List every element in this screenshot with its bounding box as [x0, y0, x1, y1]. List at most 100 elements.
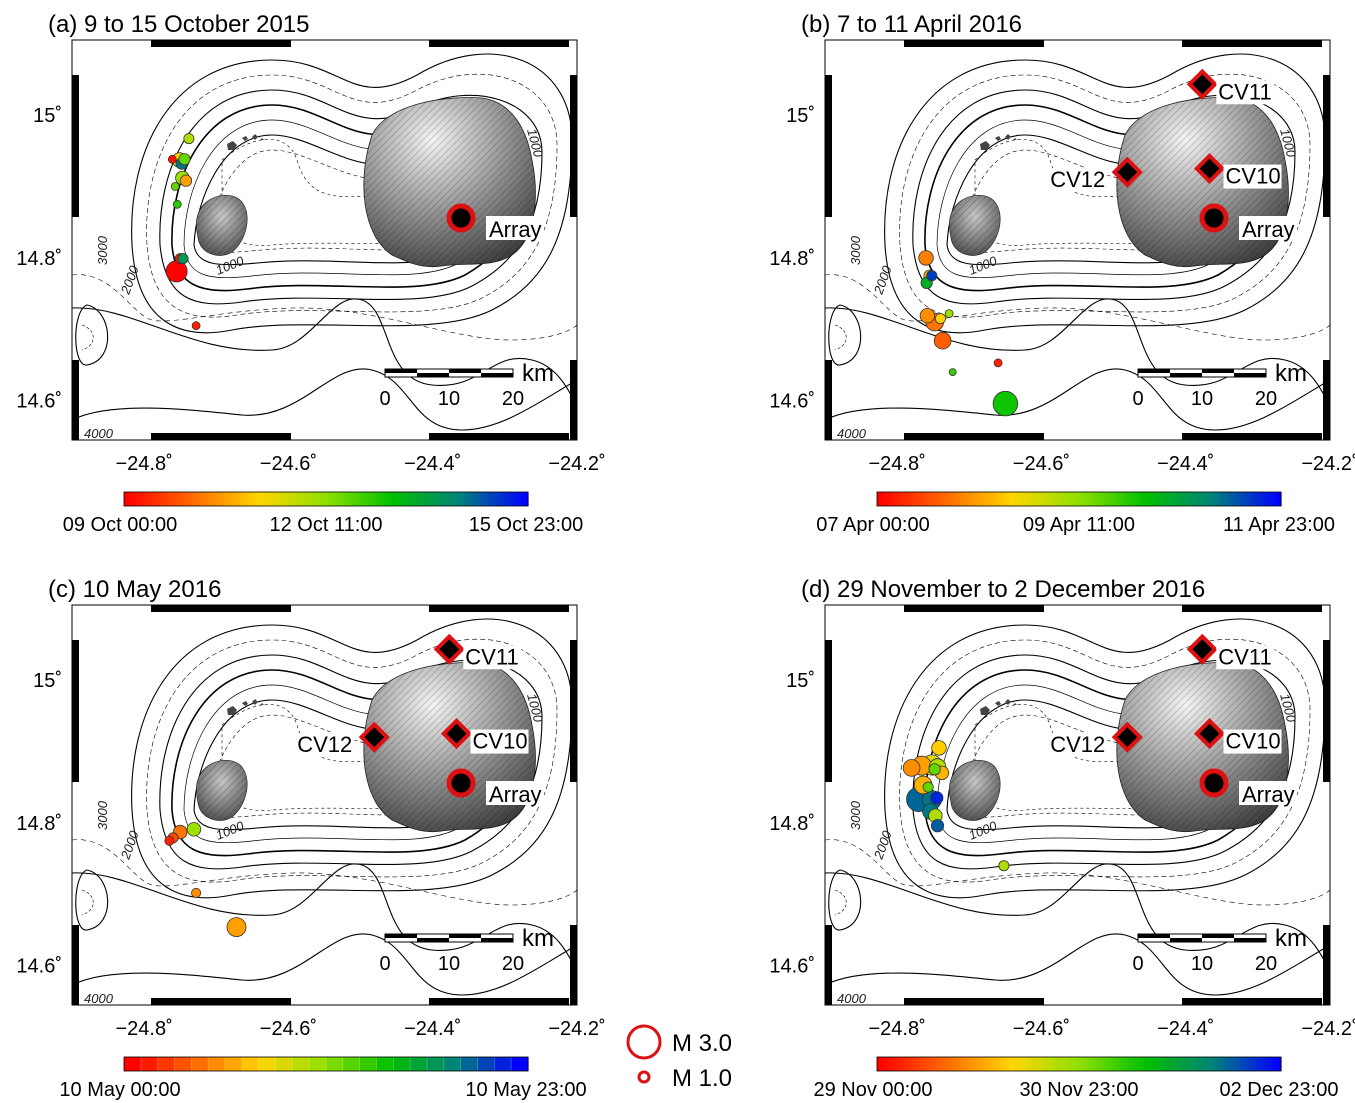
array-marker: [1199, 203, 1229, 233]
panel-title: (c) 10 May 2016: [48, 576, 221, 603]
colorbar-segment: [1045, 492, 1050, 506]
colorbar-segment: [881, 492, 886, 506]
colorbar-segment: [1025, 492, 1030, 506]
colorbar-segment: [1253, 1057, 1258, 1071]
longitude-tick-label: −24.6˚: [260, 453, 317, 475]
longitude-tick-label: −24.8˚: [869, 453, 926, 475]
colorbar-segment: [1085, 1057, 1090, 1071]
station-label: CV12: [297, 732, 352, 757]
colorbar-segment: [1125, 492, 1130, 506]
colorbar-segment: [1233, 1057, 1238, 1071]
colorbar-segment: [965, 492, 970, 506]
longitude-tick-label: −24.4˚: [1157, 453, 1214, 475]
colorbar-segment: [224, 492, 229, 506]
colorbar-segment: [1009, 1057, 1014, 1071]
colorbar-segment: [1265, 492, 1270, 506]
colorbar-segment: [1021, 1057, 1026, 1071]
colorbar-segment: [1077, 492, 1082, 506]
time-colorbar: 29 Nov 00:00 30 Nov 23:00 02 Dec 23:00: [814, 1056, 1339, 1101]
longitude-tick-label: −24.6˚: [1013, 453, 1070, 475]
earthquake-event: [179, 174, 193, 187]
colorbar-segment: [200, 492, 205, 506]
station-label: CV10: [1226, 729, 1281, 754]
brava-island: [196, 195, 248, 256]
colorbar-segment: [1225, 1057, 1230, 1071]
colorbar-segment: [1165, 492, 1170, 506]
colorbar-segment: [957, 492, 962, 506]
colorbar-segment: [484, 492, 489, 506]
colorbar-segment: [308, 492, 313, 506]
colorbar-segment: [356, 492, 361, 506]
station-marker: [433, 633, 465, 665]
colorbar-segment: [280, 492, 285, 506]
colorbar-segment: [225, 1057, 243, 1071]
colorbar-segment: [1253, 492, 1258, 506]
latitude-tick-label: 15˚: [786, 105, 815, 127]
colorbar-segment: [380, 492, 385, 506]
time-colorbar: 07 Apr 00:00 09 Apr 11:00 11 Apr 23:00: [816, 491, 1335, 536]
colorbar-segment: [1037, 1057, 1042, 1071]
colorbar-segment: [504, 492, 509, 506]
colorbar-segment: [1057, 492, 1062, 506]
scale-bar-tick: 10: [438, 953, 460, 975]
colorbar-segment: [1185, 1057, 1190, 1071]
colorbar-segment: [1261, 492, 1266, 506]
colorbar-segment: [913, 1057, 918, 1071]
colorbar-segment: [957, 1057, 962, 1071]
colorbar-end-label: 02 Dec 23:00: [1220, 1079, 1339, 1101]
colorbar-start-label: 09 Oct 00:00: [63, 514, 178, 536]
earthquake-event: [934, 313, 946, 325]
colorbar-segment: [1053, 1057, 1058, 1071]
colorbar-segment: [949, 1057, 954, 1071]
colorbar-segment: [1049, 492, 1054, 506]
colorbar-segment: [208, 492, 213, 506]
colorbar-segment: [440, 492, 445, 506]
colorbar-segment: [326, 1057, 344, 1071]
colorbar-segment: [372, 492, 377, 506]
colorbar-segment: [1237, 492, 1242, 506]
contour-label: 4000: [837, 991, 867, 1006]
colorbar-segment: [949, 492, 954, 506]
colorbar-mid-label: 12 Oct 11:00: [269, 514, 382, 536]
earthquake-event: [902, 759, 921, 777]
rombos-islets: [980, 699, 1017, 715]
scale-bar-tick: 20: [502, 388, 524, 410]
colorbar-segment: [1237, 1057, 1242, 1071]
colorbar-segment: [1229, 1057, 1234, 1071]
colorbar-segment: [152, 492, 157, 506]
scale-bar: km 0 10 20: [1132, 925, 1307, 975]
map-panel: 1000 2000 3000 1000 4000: [71, 604, 578, 1006]
colorbar-segment: [180, 492, 185, 506]
stations: CV11 CV12 CV10 Array: [296, 633, 544, 807]
station-label: CV10: [473, 729, 528, 754]
colorbar-segment: [1157, 1057, 1162, 1071]
colorbar-segment: [1117, 492, 1122, 506]
colorbar-segment: [985, 1057, 990, 1071]
latitude-tick-label: 14.8˚: [16, 248, 62, 270]
panel-c: (c) 10 May 2016: [16, 576, 605, 1101]
legend-m3-label: M 3.0: [672, 1030, 732, 1057]
colorbar-segment: [260, 492, 265, 506]
colorbar-segment: [941, 1057, 946, 1071]
colorbar-segment: [412, 492, 417, 506]
colorbar-start-label: 10 May 00:00: [59, 1079, 180, 1101]
colorbar-segment: [309, 1057, 327, 1071]
colorbar-segment: [1033, 492, 1038, 506]
colorbar-segment: [192, 492, 197, 506]
scale-bar-tick: 20: [1255, 953, 1277, 975]
colorbar-segment: [925, 492, 930, 506]
colorbar-segment: [1081, 492, 1086, 506]
array-label: Array: [489, 217, 542, 242]
colorbar-segment: [1069, 492, 1074, 506]
colorbar-segment: [1233, 492, 1238, 506]
panel-d: (d) 29 November to 2 December 2016: [769, 576, 1355, 1101]
longitude-tick-label: −24.2˚: [1301, 453, 1355, 475]
colorbar-segment: [893, 492, 898, 506]
colorbar-segment: [496, 492, 501, 506]
array-label-bg: [1239, 781, 1297, 805]
colorbar-segment: [443, 1057, 462, 1071]
colorbar-segment: [512, 492, 517, 506]
scale-bar-tick: 0: [1132, 953, 1143, 975]
contour-label: 1000: [1277, 692, 1299, 725]
colorbar-segment: [392, 492, 397, 506]
